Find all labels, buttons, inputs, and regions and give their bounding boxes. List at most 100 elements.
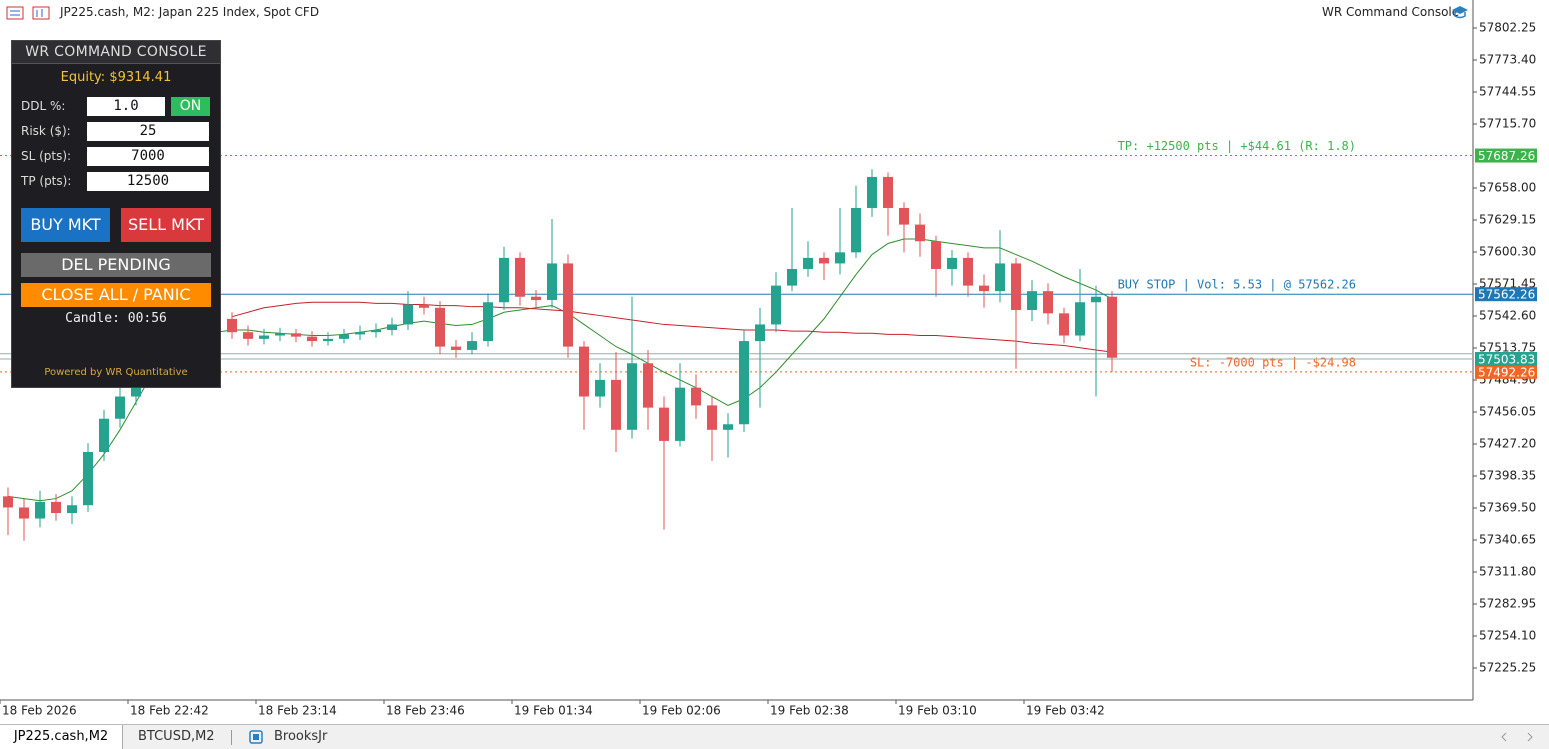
candle-body [771,285,781,325]
candle-body [579,346,589,397]
candle-body [371,329,381,333]
candle-body [819,257,829,264]
candle-body [291,333,301,337]
toolbar-icons [6,6,50,20]
x-tick-label: 19 Feb 02:06 [642,704,721,718]
candle-body [883,176,893,208]
delete-pending-button[interactable]: DEL PENDING [21,253,211,277]
order-label: BUY STOP | Vol: 5.53 | @ 57562.26 [1118,278,1356,292]
chart-tabs: JP225.cash,M2 BTCUSD,M2 BrooksJr [0,724,1549,749]
panel-title: WR COMMAND CONSOLE [12,41,220,64]
field-input[interactable]: 25 [87,122,209,141]
candle-body [515,257,525,297]
close-all-button[interactable]: CLOSE ALL / PANIC [21,283,211,307]
x-tick-label: 18 Feb 23:14 [258,704,337,718]
moving-average [231,301,1113,353]
y-tick-label: 57427.20 [1479,437,1536,451]
candle-body [675,387,685,441]
field-label: DDL %: [21,99,66,113]
y-tick-label: 57456.05 [1479,405,1536,419]
tab[interactable]: JP225.cash,M2 [0,725,123,749]
candle-body [835,252,845,264]
price-tag [1475,148,1537,163]
candle-body [115,396,125,419]
candle-body [227,318,237,333]
candle-body [547,263,557,301]
y-tick-label: 57398.35 [1479,469,1536,483]
candle-body [627,363,637,430]
price-tag-label: 57562.26 [1478,288,1535,302]
chart: 57802.25 57773.40 57744.55 57715.70 57658.00… [0,0,1537,718]
y-tick-label: 57715.70 [1479,117,1536,131]
expert-name: WR Command Console [1322,5,1460,19]
x-tick-label: 19 Feb 03:42 [1026,704,1105,718]
tab[interactable]: BTCUSD,M2 [138,729,215,744]
candle-body [323,338,333,342]
y-tick-label: 57802.25 [1479,21,1536,35]
price-tag [1475,352,1537,367]
candle-body [467,341,477,350]
y-tick-label: 57254.10 [1479,629,1536,643]
candle-body [595,379,605,397]
candle-body [995,263,1005,292]
expert-icon [1452,6,1468,19]
y-tick-label: 57340.65 [1479,533,1536,547]
candle-body [851,207,861,253]
candle-body [1011,263,1021,311]
x-tick-label: 18 Feb 23:46 [386,704,465,718]
arrow-right[interactable] [1527,732,1533,742]
y-tick-label: 57369.50 [1479,501,1536,515]
y-tick-label: 57311.80 [1479,565,1536,579]
candle-body [963,257,973,286]
panel-footer: Powered by WR Quantitative [44,367,188,378]
candle-body [611,379,621,430]
candle-body [1091,296,1101,303]
candle-body [867,176,877,208]
x-tick-label: 18 Feb 2026 [2,704,77,718]
y-tick-label: 57542.60 [1479,309,1536,323]
candle-body [339,334,349,339]
candle-body [83,451,93,506]
candle-body [787,268,797,286]
candle-body [3,496,13,508]
candle-body [259,335,269,339]
buy-button[interactable]: BUY MKT [21,208,110,242]
toggle-button[interactable]: ON [171,97,210,116]
icon [1452,6,1468,14]
y-tick-label: 57600.30 [1479,245,1536,259]
price-tag [1475,287,1537,302]
field-row: DDL %: 1.0 ON [21,97,211,116]
candle-body [1075,302,1085,336]
icon [6,6,24,20]
candle-body [659,407,669,441]
candle-body [531,296,541,301]
field-row: SL (pts): 7000 [21,147,211,166]
field-input[interactable]: 1.0 [87,97,165,116]
candle-body [1107,296,1117,358]
order-label: SL: -7000 pts | -$24.98 [1190,355,1356,369]
scroll-arrows [1501,732,1533,742]
price-tag-label: 57687.26 [1478,149,1535,163]
y-tick-label: 57282.95 [1479,597,1536,611]
sell-button[interactable]: SELL MKT [121,208,211,242]
field-input[interactable]: 7000 [87,147,209,166]
candle-body [483,302,493,342]
candle-body [419,304,429,308]
candle-body [35,501,45,519]
field-label: SL (pts): [21,149,72,163]
candle-body [947,257,957,269]
x-tick-label: 19 Feb 01:34 [514,704,593,718]
candle-body [707,405,717,430]
y-tick-label: 57658.00 [1479,181,1536,195]
candle-body [403,304,413,325]
header-icons [6,5,52,24]
chart-symbol: JP225.cash, M2: Japan 225 Index, Spot CF… [60,5,320,19]
field-input[interactable]: 12500 [87,172,209,191]
arrow-left[interactable] [1501,732,1507,742]
icon [253,734,259,740]
candle-body [355,332,365,335]
tab[interactable]: BrooksJr [274,729,328,744]
candle-body [51,501,61,513]
y-tick-label: 57571.45 [1479,277,1536,291]
